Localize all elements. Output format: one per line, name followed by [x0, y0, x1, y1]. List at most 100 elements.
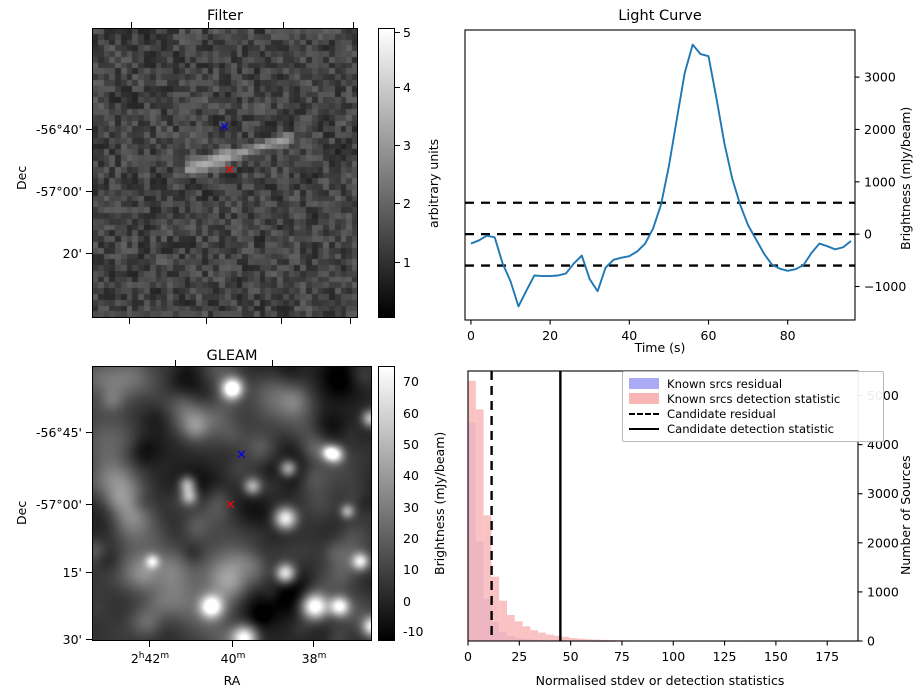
legend-swatch-known-srcs-residual — [629, 378, 659, 389]
histogram-xlabel: Normalised stdev or detection statistics — [535, 673, 785, 688]
histogram-bar — [546, 634, 554, 641]
lightcurve-ytick-label: 3000 — [864, 70, 896, 85]
gleam-ytick-label: -57°00' — [35, 497, 82, 512]
gleam-cbar-tick-label: 0 — [403, 594, 411, 609]
legend-solid-line-icon — [629, 427, 659, 430]
gleam-axes-frame — [92, 366, 372, 641]
histogram-xtick-label: 100 — [661, 649, 685, 664]
legend-label: Candidate residual — [667, 406, 776, 421]
gleam-cbar-tick-label: 60 — [403, 406, 419, 421]
histogram-legend: Known srcs residual Known srcs detection… — [622, 371, 884, 442]
gleam-cbar-tick-label: 70 — [403, 374, 419, 389]
filter-axes-frame — [92, 28, 358, 318]
gleam-ytick — [86, 432, 92, 434]
gleam-cbar-tick-label: -10 — [403, 624, 424, 639]
gleam-colorbar — [378, 366, 395, 641]
gleam-ytick-label: 30' — [62, 632, 82, 647]
filter-image[interactable] — [92, 28, 358, 318]
histogram-bar — [522, 626, 531, 641]
histogram-bar — [592, 639, 601, 641]
histogram-xtick-label: 150 — [764, 649, 788, 664]
filter-ytick-label: 20' — [62, 246, 82, 261]
histogram-xtick-label: 0 — [464, 649, 472, 664]
lightcurve-xtick-label: 0 — [467, 328, 475, 343]
histogram-bar — [483, 515, 492, 641]
gleam-cbar-tick-label: 30 — [403, 500, 419, 515]
filter-ytick-label: -57°00' — [35, 184, 82, 199]
gleam-cbar-tick-label: 20 — [403, 531, 419, 546]
legend-label: Known srcs detection statistic — [667, 391, 841, 406]
filter-cbar-tick — [395, 262, 400, 264]
gleam-red-cross-marker: ✕ — [225, 498, 236, 513]
filter-cbar-tick-label: 3 — [403, 138, 411, 153]
gleam-ytick — [86, 639, 92, 641]
gleam-xtick — [149, 641, 151, 647]
legend-item-known-srcs-detection-statistic: Known srcs detection statistic — [629, 391, 877, 406]
gleam-xlabel: RA — [223, 673, 241, 688]
lightcurve-axes-frame — [464, 29, 856, 321]
legend-item-known-srcs-residual: Known srcs residual — [629, 376, 877, 391]
legend-label: Known srcs residual — [667, 376, 783, 391]
gleam-xtick-label: 2h42m — [130, 651, 170, 667]
lightcurve-ytick-label: 0 — [864, 227, 872, 242]
gleam-ytick — [86, 504, 92, 506]
histogram-bar — [491, 576, 500, 641]
gleam-image[interactable] — [92, 366, 372, 641]
filter-ytick-label: -56°40' — [35, 122, 82, 137]
histogram-ylabel: Number of Sources — [898, 455, 913, 575]
filter-xtick — [206, 317, 208, 324]
gleam-xtick-label: 40m — [220, 651, 246, 667]
filter-xtick — [350, 317, 352, 324]
filter-xtick — [208, 22, 210, 29]
legend-dashed-line-icon — [629, 412, 659, 415]
histogram-bar — [499, 600, 507, 641]
histogram-xtick-label: 125 — [713, 649, 737, 664]
lightcurve-xtick-label: 80 — [780, 328, 796, 343]
filter-cbar-tick — [395, 145, 400, 147]
filter-xtick — [131, 22, 133, 29]
lightcurve-xtick-label: 60 — [701, 328, 717, 343]
histogram-bar — [553, 635, 562, 641]
gleam-cbar-tick-label: 40 — [403, 468, 419, 483]
filter-cbar-tick-label: 5 — [403, 25, 411, 40]
legend-label: Candidate detection statistic — [667, 421, 835, 436]
gleam-ytick — [86, 572, 92, 574]
filter-xtick — [353, 22, 355, 29]
gleam-xtick — [313, 641, 315, 647]
lightcurve-xtick-label: 20 — [542, 328, 558, 343]
gleam-ytick-label: -56°45' — [35, 425, 82, 440]
histogram-xtick-label: 50 — [563, 649, 579, 664]
filter-ytick — [86, 191, 92, 193]
lightcurve-line — [470, 43, 852, 308]
lightcurve-xlabel: Time (s) — [634, 340, 686, 355]
histogram-bar — [538, 632, 546, 641]
histogram-bar — [507, 614, 515, 641]
filter-colorbar — [378, 28, 395, 318]
legend-item-candidate-detection-statistic: Candidate detection statistic — [629, 421, 877, 436]
filter-cbar-tick — [395, 32, 400, 34]
gleam-xtick — [232, 641, 234, 647]
histogram-bar — [514, 621, 523, 641]
gleam-xtick-label: 38m — [301, 651, 327, 667]
histogram-bar — [530, 630, 539, 641]
filter-title: Filter — [207, 8, 243, 24]
filter-cbar-tick — [395, 87, 400, 89]
gleam-xtick — [175, 360, 177, 366]
histogram-bar — [468, 380, 476, 641]
filter-ytick — [86, 129, 92, 131]
histogram-xtick-label: 75 — [614, 649, 630, 664]
gleam-ytick-label: 15' — [62, 565, 82, 580]
histogram-bar — [585, 639, 593, 641]
filter-red-cross-marker: ✕ — [224, 163, 235, 178]
filter-cbar-tick — [395, 203, 400, 205]
filter-xtick — [129, 317, 131, 324]
filter-blue-cross-marker: ✕ — [219, 120, 230, 135]
lightcurve-xtick-label: 40 — [621, 328, 637, 343]
histogram-xtick-label: 25 — [511, 649, 527, 664]
histogram-ytick-label: 2000 — [867, 535, 899, 550]
lightcurve-ytick-label: −1000 — [864, 279, 906, 294]
histogram-ytick-label: 0 — [867, 634, 875, 649]
lightcurve-ytick-label: 2000 — [864, 122, 896, 137]
